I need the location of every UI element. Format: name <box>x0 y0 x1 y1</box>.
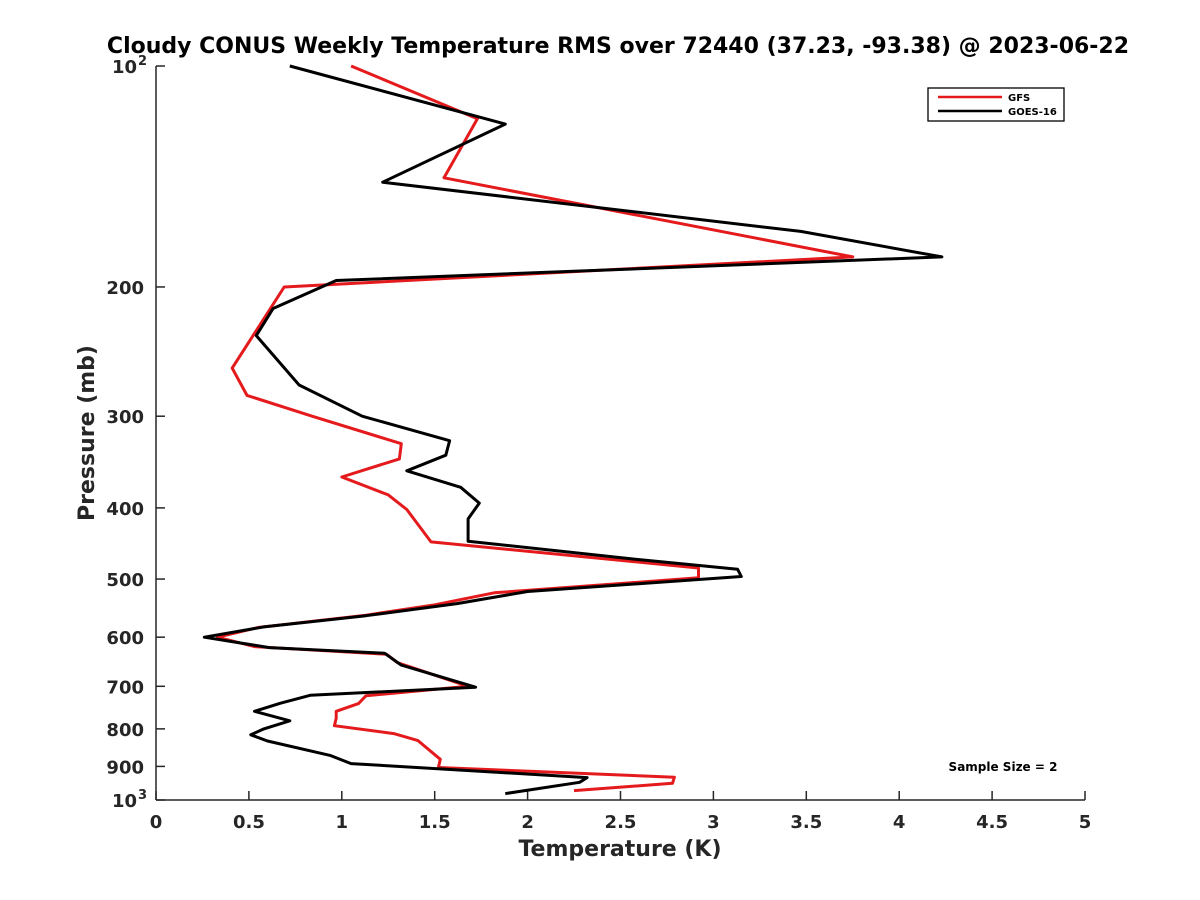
x-tick-label: 5 <box>1079 812 1092 833</box>
x-tick-label: 3.5 <box>790 812 822 833</box>
legend: GFS GOES-16 <box>927 87 1065 122</box>
y-axis-label: Pressure (mb) <box>75 345 100 521</box>
x-tick-label: 4.5 <box>976 812 1008 833</box>
sample-size-annotation: Sample Size = 2 <box>949 760 1058 774</box>
y-tick-label: 800 <box>106 720 144 741</box>
plot-area <box>155 66 1085 801</box>
y-tick-label: 300 <box>106 407 144 428</box>
x-tick-label: 0 <box>150 812 163 833</box>
chart-title: Cloudy CONUS Weekly Temperature RMS over… <box>107 34 1129 59</box>
x-tick-label: 4 <box>893 812 906 833</box>
y-tick-label: 600 <box>106 628 144 649</box>
y-tick-label: 400 <box>106 499 144 520</box>
legend-label-gfs: GFS <box>1008 93 1030 104</box>
legend-box <box>927 87 1065 122</box>
series-lines <box>202 64 944 796</box>
series-line-gfs <box>215 64 855 793</box>
y-tick-label: 900 <box>106 757 144 778</box>
legend-label-goes16: GOES-16 <box>1008 107 1057 118</box>
x-tick-label: 3 <box>707 812 720 833</box>
x-axis-label: Temperature (K) <box>518 837 721 862</box>
y-tick-label: 10 <box>112 57 137 78</box>
y-tick-label: 700 <box>106 677 144 698</box>
x-tick-label: 1.5 <box>419 812 451 833</box>
y-tick-label: 500 <box>106 570 144 591</box>
y-tick-exponent: 2 <box>138 54 147 69</box>
y-tick-exponent: 3 <box>138 788 147 803</box>
y-tick-label: 200 <box>106 278 144 299</box>
y-tick-label: 10 <box>112 791 137 812</box>
x-tick-label: 1 <box>336 812 349 833</box>
x-tick-label: 2.5 <box>605 812 637 833</box>
x-tick-label: 2 <box>521 812 534 833</box>
x-ticks: 0 0.5 1 1.5 2 2.5 3 3.5 4 4.5 5 <box>150 791 1092 833</box>
x-tick-label: 0.5 <box>233 812 265 833</box>
series-line-goes16 <box>202 64 944 796</box>
